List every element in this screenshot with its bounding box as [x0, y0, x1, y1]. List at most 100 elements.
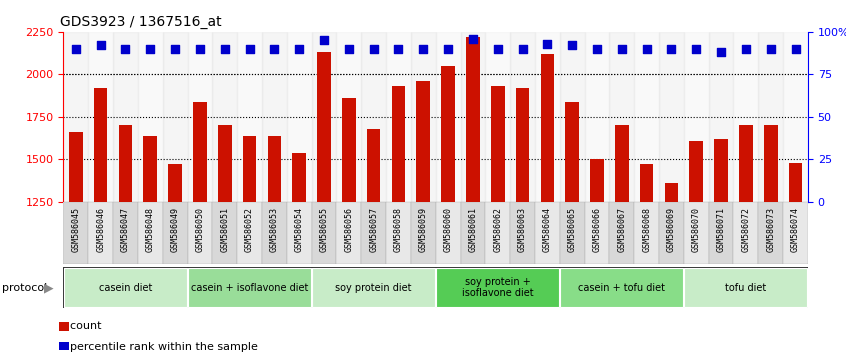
Point	[516, 46, 530, 52]
Text: GSM586055: GSM586055	[320, 207, 328, 252]
Bar	[659, 202, 684, 264]
Bar	[591, 159, 604, 202]
Point	[491, 46, 504, 52]
Bar	[788, 163, 802, 202]
Text: GSM586063: GSM586063	[518, 207, 527, 252]
Bar	[287, 32, 311, 202]
Bar	[684, 268, 807, 307]
Point	[640, 46, 653, 52]
Bar	[541, 54, 554, 202]
Text: GSM586052: GSM586052	[245, 207, 254, 252]
Text: GSM586053: GSM586053	[270, 207, 279, 252]
Point	[317, 38, 331, 43]
Bar	[659, 32, 684, 202]
Bar	[337, 202, 361, 264]
Text: GSM586074: GSM586074	[791, 207, 800, 252]
Text: GSM586050: GSM586050	[195, 207, 205, 252]
Point	[342, 46, 355, 52]
Bar	[188, 32, 212, 202]
Bar	[386, 32, 411, 202]
Bar	[516, 88, 530, 202]
Bar	[69, 132, 83, 202]
Point	[615, 46, 629, 52]
Bar	[243, 136, 256, 202]
Bar	[436, 202, 460, 264]
Text: GSM586046: GSM586046	[96, 207, 105, 252]
Bar	[293, 153, 306, 202]
Point	[442, 46, 455, 52]
Point	[118, 46, 132, 52]
Bar	[218, 125, 232, 202]
Bar	[510, 202, 535, 264]
Point	[94, 42, 107, 48]
Bar	[64, 268, 187, 307]
Point	[144, 46, 157, 52]
Bar	[560, 202, 585, 264]
Point	[168, 46, 182, 52]
Text: GDS3923 / 1367516_at: GDS3923 / 1367516_at	[60, 16, 222, 29]
Text: GSM586062: GSM586062	[493, 207, 503, 252]
Point	[665, 46, 678, 52]
Bar	[386, 202, 411, 264]
Bar	[193, 102, 206, 202]
Bar	[88, 32, 113, 202]
Bar	[460, 202, 486, 264]
Text: soy protein diet: soy protein diet	[335, 282, 412, 293]
Point	[788, 46, 802, 52]
Bar	[212, 32, 237, 202]
Bar	[709, 202, 733, 264]
Bar	[342, 98, 355, 202]
Text: percentile rank within the sample: percentile rank within the sample	[63, 342, 258, 352]
Bar	[337, 32, 361, 202]
Bar	[739, 125, 753, 202]
Text: soy protein +
isoflavone diet: soy protein + isoflavone diet	[462, 277, 534, 298]
Point	[739, 46, 753, 52]
Bar	[287, 202, 311, 264]
Point	[714, 50, 728, 55]
Bar	[94, 88, 107, 202]
Bar	[168, 164, 182, 202]
Bar	[88, 202, 113, 264]
Bar	[188, 202, 212, 264]
Text: tofu diet: tofu diet	[725, 282, 766, 293]
Text: GSM586069: GSM586069	[667, 207, 676, 252]
Text: GSM586056: GSM586056	[344, 207, 354, 252]
Bar	[466, 37, 480, 202]
Bar	[118, 125, 132, 202]
Bar	[615, 125, 629, 202]
Text: GSM586059: GSM586059	[419, 207, 428, 252]
Text: protocol: protocol	[2, 282, 47, 293]
Bar	[783, 202, 808, 264]
Bar	[237, 202, 262, 264]
Point	[466, 36, 480, 41]
Bar	[535, 202, 560, 264]
Text: casein + isoflavone diet: casein + isoflavone diet	[191, 282, 308, 293]
Bar	[689, 141, 703, 202]
Text: GSM586068: GSM586068	[642, 207, 651, 252]
Bar	[361, 202, 386, 264]
Text: GSM586072: GSM586072	[741, 207, 750, 252]
Bar	[144, 136, 157, 202]
Bar	[585, 202, 609, 264]
Text: GSM586070: GSM586070	[692, 207, 700, 252]
Point	[689, 46, 703, 52]
Point	[193, 46, 206, 52]
Text: count: count	[63, 321, 102, 331]
Bar	[416, 81, 430, 202]
Text: GSM586064: GSM586064	[543, 207, 552, 252]
Bar	[113, 202, 138, 264]
Bar	[758, 202, 783, 264]
Text: GSM586047: GSM586047	[121, 207, 130, 252]
Bar	[714, 139, 728, 202]
Bar	[188, 268, 311, 307]
Point	[218, 46, 232, 52]
Bar	[665, 183, 678, 202]
Text: GSM586066: GSM586066	[592, 207, 602, 252]
Point	[243, 46, 256, 52]
Bar	[63, 32, 88, 202]
Bar	[560, 32, 585, 202]
Bar	[609, 32, 634, 202]
Point	[541, 41, 554, 47]
Text: GSM586071: GSM586071	[717, 207, 726, 252]
Bar	[436, 32, 460, 202]
